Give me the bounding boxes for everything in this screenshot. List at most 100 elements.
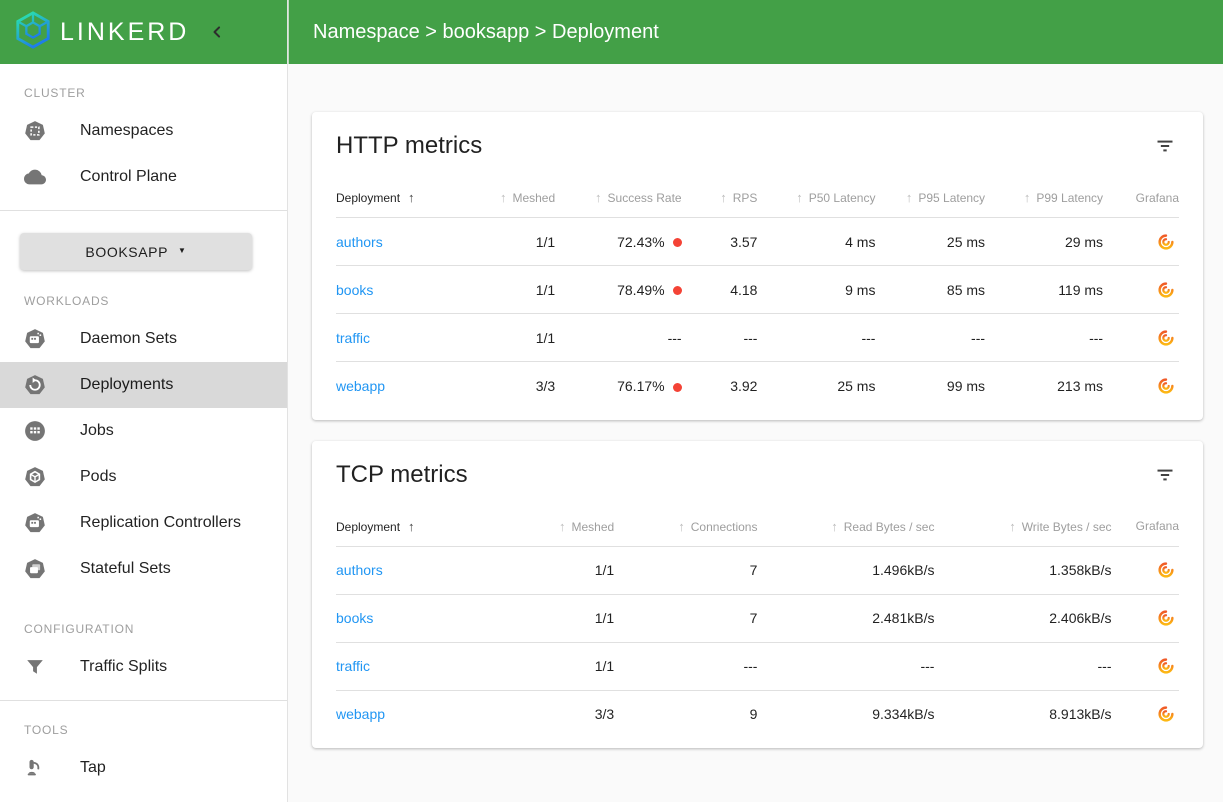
deployment-link[interactable]: books (336, 281, 374, 298)
p50-value: 4 ms (757, 217, 876, 266)
sidebar-item-stateful-sets[interactable]: Stateful Sets (0, 546, 287, 592)
write-bytes-value: 1.358kB/s (934, 546, 1112, 595)
grafana-icon (1158, 378, 1174, 394)
funnel-icon (24, 656, 46, 678)
grafana-icon (1158, 282, 1174, 298)
status-dot (672, 286, 682, 296)
chevron-left-icon[interactable] (207, 22, 227, 42)
column-header-p99-latency[interactable]: P99 Latency (985, 166, 1104, 218)
sidebar-item-deployments[interactable]: Deployments (0, 362, 287, 408)
table-row: traffic 1/1 --- --- --- --- --- (336, 313, 1179, 362)
section-label-workloads: WORKLOADS (24, 294, 110, 308)
success-rate-value: 78.49% (617, 281, 665, 298)
section-label-tools: TOOLS (24, 723, 69, 737)
p95-value: --- (875, 313, 986, 362)
deployment-link[interactable]: traffic (336, 329, 370, 346)
sidebar-item-tap[interactable]: Tap (0, 745, 287, 791)
filter-list-icon[interactable] (1151, 461, 1179, 489)
grafana-link[interactable] (1103, 313, 1179, 362)
sidebar-item-namespaces[interactable]: Namespaces (0, 108, 287, 154)
deployment-link[interactable]: authors (336, 233, 383, 250)
grafana-link[interactable] (1112, 690, 1180, 738)
filter-list-icon[interactable] (1151, 132, 1179, 160)
sort-arrow-icon (408, 190, 415, 205)
linkerd-logo[interactable]: LINKERD (14, 10, 189, 54)
http-metrics-title: HTTP metrics (336, 132, 483, 159)
meshed-value: 1/1 (470, 546, 615, 595)
grafana-icon (1158, 706, 1174, 722)
deployment-link[interactable]: authors (336, 562, 383, 578)
p50-value: 9 ms (757, 265, 876, 314)
column-header-grafana: Grafana (1111, 494, 1179, 547)
table-row: webapp 3/3 76.17% 3.92 25 ms 99 ms 213 m… (336, 362, 1179, 410)
sidebar-item-traffic-splits[interactable]: Traffic Splits (0, 644, 287, 690)
deployment-link[interactable]: traffic (336, 658, 370, 674)
grafana-icon (1158, 234, 1174, 250)
write-bytes-value: --- (934, 642, 1112, 691)
deployment-link[interactable]: books (336, 610, 374, 626)
connections-value: 7 (614, 594, 758, 643)
column-header-meshed[interactable]: Meshed (470, 494, 615, 547)
table-row: books 1/1 78.49% 4.18 9 ms 85 ms 119 ms (336, 265, 1179, 314)
namespaces-icon (24, 120, 46, 142)
column-header-read-bytes[interactable]: Read Bytes / sec (757, 494, 935, 547)
grafana-icon (1158, 562, 1174, 578)
sidebar-item-control-plane[interactable]: Control Plane (0, 154, 287, 200)
p99-value: 29 ms (985, 217, 1104, 266)
column-header-rps[interactable]: RPS (681, 166, 758, 218)
grafana-link[interactable] (1103, 265, 1179, 314)
sidebar: LINKERD CLUSTER Namespaces Control (0, 0, 288, 802)
grafana-link[interactable] (1111, 594, 1179, 643)
grafana-icon (1158, 610, 1174, 626)
p95-value: 99 ms (946, 377, 986, 394)
sidebar-item-label: Stateful Sets (80, 560, 171, 577)
sidebar-item-daemon-sets[interactable]: Daemon Sets (0, 316, 287, 362)
sidebar-item-label: Namespaces (80, 122, 174, 139)
table-row: books 1/1 7 2.481kB/s 2.406kB/s (336, 594, 1179, 643)
column-header-p95-latency[interactable]: P95 Latency (875, 166, 986, 218)
column-header-deployment[interactable]: Deployment (336, 166, 463, 218)
success-rate-value: 76.17% (617, 377, 665, 394)
namespace-selector-button[interactable]: BOOKSAPP (20, 233, 252, 270)
grafana-link[interactable] (1111, 546, 1179, 595)
deployment-link[interactable]: webapp (336, 706, 386, 723)
sidebar-item-pods[interactable]: Pods (0, 454, 287, 500)
column-header-connections[interactable]: Connections (614, 494, 758, 547)
sort-arrow-icon (408, 519, 415, 534)
sidebar-item-label: Daemon Sets (80, 330, 177, 347)
sort-arrow-icon (720, 190, 727, 205)
grafana-link[interactable] (1111, 642, 1179, 691)
grafana-link[interactable] (1103, 362, 1179, 410)
success-rate-value: --- (667, 329, 682, 346)
column-header-write-bytes[interactable]: Write Bytes / sec (934, 494, 1112, 547)
sidebar-item-label: Tap (80, 759, 106, 776)
rps-value: 3.92 (730, 377, 758, 394)
connections-value: 7 (614, 546, 758, 595)
table-header-row: Deployment Meshed Success Rate RPS P50 L… (336, 166, 1179, 218)
column-header-deployment[interactable]: Deployment (336, 494, 471, 547)
meshed-value: 3/3 (535, 377, 556, 394)
column-header-success-rate[interactable]: Success Rate (555, 166, 682, 218)
sidebar-item-jobs[interactable]: Jobs (0, 408, 287, 454)
column-header-meshed[interactable]: Meshed (462, 166, 556, 218)
sort-arrow-icon (1009, 519, 1016, 534)
meshed-value: 1/1 (462, 265, 556, 314)
status-dot (672, 382, 682, 392)
grafana-link[interactable] (1103, 217, 1179, 266)
section-label-configuration: CONFIGURATION (24, 622, 135, 636)
p95-value: 25 ms (875, 217, 986, 266)
sort-arrow-icon (595, 190, 602, 205)
sort-arrow-icon (500, 190, 507, 205)
sidebar-item-replication-controllers[interactable]: Replication Controllers (0, 500, 287, 546)
namespace-selector-label: BOOKSAPP (85, 243, 169, 260)
app-bar: Namespace > booksapp > Deployment (288, 0, 1223, 64)
column-header-p50-latency[interactable]: P50 Latency (757, 166, 876, 218)
grafana-icon (1158, 658, 1174, 674)
main-area: Namespace > booksapp > Deployment HTTP m… (288, 0, 1223, 802)
sort-arrow-icon (906, 190, 913, 205)
linkerd-logo-icon (14, 10, 52, 54)
sort-arrow-icon (796, 190, 803, 205)
deployment-link[interactable]: webapp (336, 377, 386, 394)
sidebar-item-label: Pods (80, 468, 117, 485)
